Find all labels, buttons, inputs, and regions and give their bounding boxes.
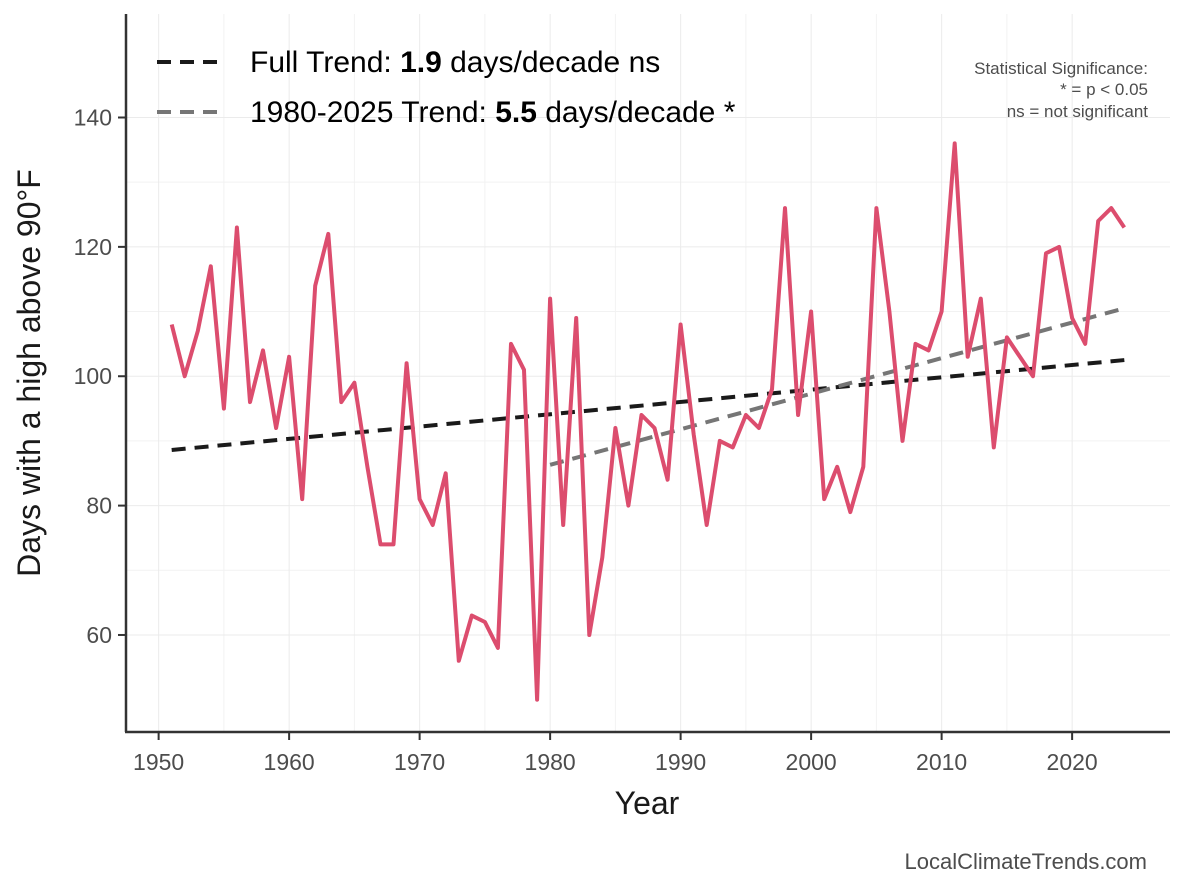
legend-label-full-trend: Full Trend: 1.9 days/decade ns [250,46,660,79]
x-axis-title: Year [615,785,680,821]
y-tick-label: 60 [86,622,112,648]
trend-lines [171,306,1125,467]
series-line [169,141,1126,702]
x-tick-label: 1950 [133,749,184,775]
legend: Full Trend: 1.9 days/decade ns 1980-2025… [157,46,736,129]
data-series [169,141,1126,702]
significance-note: Statistical Significance: * = p < 0.05 n… [974,59,1148,121]
y-tick-label: 120 [74,234,112,260]
x-tick-label: 1960 [264,749,315,775]
axes [124,14,1170,734]
trend-line-1980-2025 [549,306,1125,467]
y-axis-ticks: 60 80 100 120 140 [74,104,126,648]
x-tick-label: 2020 [1047,749,1098,775]
significance-star: * = p < 0.05 [1060,80,1148,99]
x-tick-label: 2000 [786,749,837,775]
x-axis-ticks: 1950 1960 1970 1980 1990 2000 2010 2020 [133,732,1098,775]
x-tick-label: 1980 [525,749,576,775]
x-tick-label: 2010 [916,749,967,775]
y-axis-title: Days with a high above 90°F [11,169,47,577]
significance-ns: ns = not significant [1007,102,1149,121]
legend-label-1980-trend: 1980-2025 Trend: 5.5 days/decade * [250,96,736,129]
y-tick-label: 140 [74,104,112,130]
y-tick-label: 100 [74,363,112,389]
credit-text: LocalClimateTrends.com [905,849,1148,874]
x-tick-label: 1990 [655,749,706,775]
significance-title: Statistical Significance: [974,59,1148,78]
y-tick-label: 80 [86,493,112,519]
x-tick-label: 1970 [394,749,445,775]
